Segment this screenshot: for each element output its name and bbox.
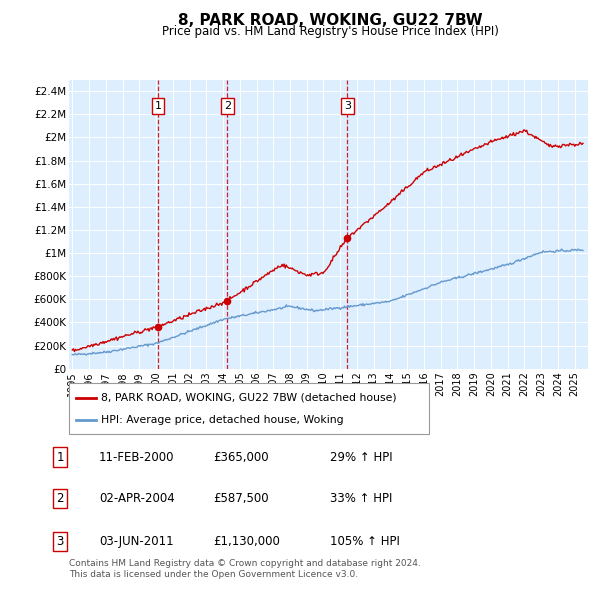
Text: 03-JUN-2011: 03-JUN-2011 — [99, 535, 173, 548]
Text: 29% ↑ HPI: 29% ↑ HPI — [330, 451, 392, 464]
Text: 2: 2 — [56, 492, 64, 505]
Text: 11-FEB-2000: 11-FEB-2000 — [99, 451, 175, 464]
Text: 8, PARK ROAD, WOKING, GU22 7BW (detached house): 8, PARK ROAD, WOKING, GU22 7BW (detached… — [101, 392, 397, 402]
Text: 3: 3 — [344, 101, 351, 112]
Text: 105% ↑ HPI: 105% ↑ HPI — [330, 535, 400, 548]
Text: 1: 1 — [155, 101, 161, 112]
Text: £365,000: £365,000 — [213, 451, 269, 464]
Text: 33% ↑ HPI: 33% ↑ HPI — [330, 492, 392, 505]
Text: 3: 3 — [56, 535, 64, 548]
Text: 8, PARK ROAD, WOKING, GU22 7BW: 8, PARK ROAD, WOKING, GU22 7BW — [178, 13, 482, 28]
Text: 1: 1 — [56, 451, 64, 464]
Text: £587,500: £587,500 — [213, 492, 269, 505]
Text: 2: 2 — [224, 101, 231, 112]
Text: 02-APR-2004: 02-APR-2004 — [99, 492, 175, 505]
Text: This data is licensed under the Open Government Licence v3.0.: This data is licensed under the Open Gov… — [69, 571, 358, 579]
Text: HPI: Average price, detached house, Woking: HPI: Average price, detached house, Woki… — [101, 415, 344, 425]
Text: Price paid vs. HM Land Registry's House Price Index (HPI): Price paid vs. HM Land Registry's House … — [161, 25, 499, 38]
Text: £1,130,000: £1,130,000 — [213, 535, 280, 548]
Text: Contains HM Land Registry data © Crown copyright and database right 2024.: Contains HM Land Registry data © Crown c… — [69, 559, 421, 568]
FancyBboxPatch shape — [69, 384, 429, 434]
